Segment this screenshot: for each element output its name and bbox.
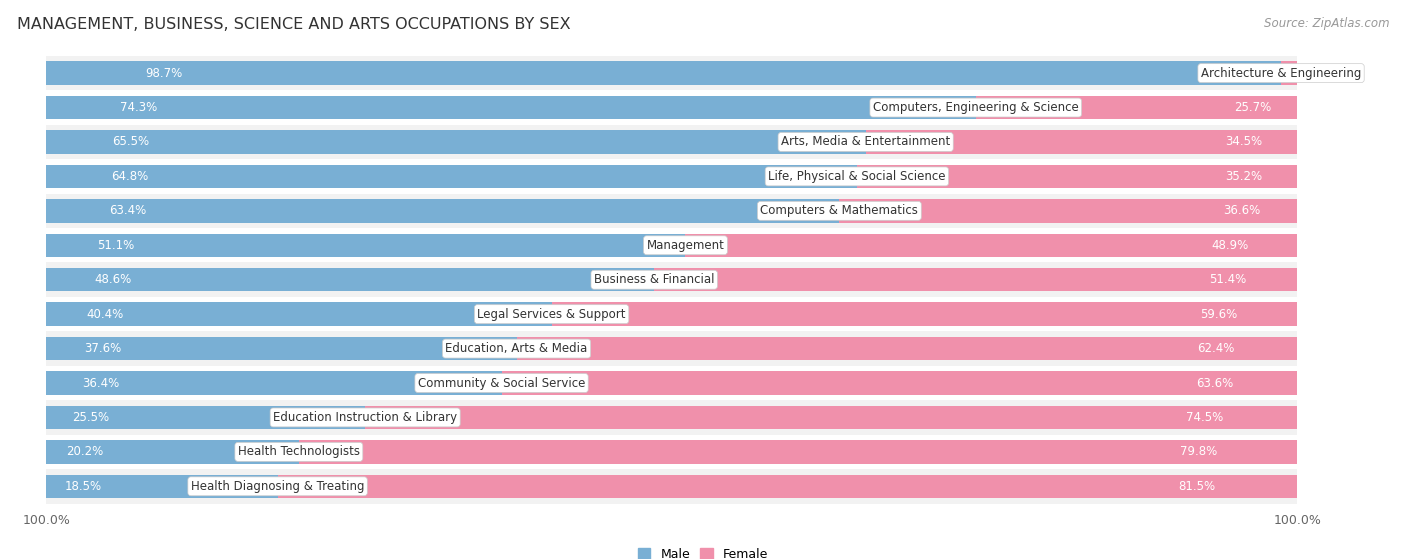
Bar [866, 130, 1298, 154]
Text: 74.5%: 74.5% [1185, 411, 1223, 424]
Text: 20.2%: 20.2% [66, 446, 104, 458]
Bar [46, 61, 1281, 85]
Text: Source: ZipAtlas.com: Source: ZipAtlas.com [1264, 17, 1389, 30]
Text: Education Instruction & Library: Education Instruction & Library [273, 411, 457, 424]
Bar [516, 337, 1298, 361]
Text: Health Diagnosing & Treating: Health Diagnosing & Treating [191, 480, 364, 493]
Bar [46, 400, 1298, 435]
Bar [46, 91, 1298, 125]
Text: 62.4%: 62.4% [1198, 342, 1234, 355]
Bar [46, 440, 299, 463]
Bar [654, 268, 1298, 291]
Bar [46, 159, 1298, 193]
Bar [46, 331, 1298, 366]
Bar [46, 337, 516, 361]
Bar [46, 199, 839, 222]
Text: Computers, Engineering & Science: Computers, Engineering & Science [873, 101, 1078, 114]
Bar [46, 125, 1298, 159]
Bar [277, 475, 1298, 498]
Bar [46, 193, 1298, 228]
Bar [46, 406, 366, 429]
Bar [46, 96, 976, 119]
Text: MANAGEMENT, BUSINESS, SCIENCE AND ARTS OCCUPATIONS BY SEX: MANAGEMENT, BUSINESS, SCIENCE AND ARTS O… [17, 17, 571, 32]
Text: Legal Services & Support: Legal Services & Support [478, 307, 626, 321]
Text: 79.8%: 79.8% [1180, 446, 1218, 458]
Text: 64.8%: 64.8% [111, 170, 148, 183]
Legend: Male, Female: Male, Female [638, 548, 768, 559]
Text: 51.1%: 51.1% [97, 239, 135, 252]
Text: 65.5%: 65.5% [111, 135, 149, 149]
Bar [46, 435, 1298, 469]
Text: 25.7%: 25.7% [1234, 101, 1271, 114]
Bar [1281, 61, 1298, 85]
Bar [46, 475, 277, 498]
Bar [46, 366, 1298, 400]
Bar [976, 96, 1298, 119]
Text: 36.4%: 36.4% [83, 377, 120, 390]
Text: 37.6%: 37.6% [84, 342, 121, 355]
Bar [686, 234, 1298, 257]
Text: 18.5%: 18.5% [65, 480, 101, 493]
Text: Health Technologists: Health Technologists [238, 446, 360, 458]
Bar [502, 371, 1298, 395]
Text: 48.9%: 48.9% [1211, 239, 1249, 252]
Bar [46, 371, 502, 395]
Text: 48.6%: 48.6% [94, 273, 132, 286]
Text: Computers & Mathematics: Computers & Mathematics [761, 205, 918, 217]
Text: 63.6%: 63.6% [1197, 377, 1233, 390]
Bar [46, 56, 1298, 91]
Bar [839, 199, 1298, 222]
Bar [46, 263, 1298, 297]
Text: Architecture & Engineering: Architecture & Engineering [1201, 67, 1361, 79]
Bar [46, 469, 1298, 504]
Text: 74.3%: 74.3% [121, 101, 157, 114]
Bar [46, 228, 1298, 263]
Text: Business & Financial: Business & Financial [593, 273, 714, 286]
Text: 63.4%: 63.4% [110, 205, 146, 217]
Bar [299, 440, 1298, 463]
Text: Management: Management [647, 239, 724, 252]
Text: 81.5%: 81.5% [1178, 480, 1216, 493]
Text: Community & Social Service: Community & Social Service [418, 377, 585, 390]
Text: 35.2%: 35.2% [1225, 170, 1263, 183]
Text: 34.5%: 34.5% [1226, 135, 1263, 149]
Bar [46, 165, 856, 188]
Text: 36.6%: 36.6% [1223, 205, 1261, 217]
Bar [46, 234, 686, 257]
Bar [551, 302, 1298, 326]
Text: 59.6%: 59.6% [1201, 307, 1237, 321]
Text: 51.4%: 51.4% [1209, 273, 1246, 286]
Text: Arts, Media & Entertainment: Arts, Media & Entertainment [780, 135, 950, 149]
Text: Education, Arts & Media: Education, Arts & Media [446, 342, 588, 355]
Bar [366, 406, 1298, 429]
Text: 25.5%: 25.5% [72, 411, 108, 424]
Bar [46, 297, 1298, 331]
Text: Life, Physical & Social Science: Life, Physical & Social Science [768, 170, 946, 183]
Bar [46, 268, 654, 291]
Text: 40.4%: 40.4% [87, 307, 124, 321]
Bar [856, 165, 1298, 188]
Text: 1.3%: 1.3% [1303, 67, 1333, 79]
Bar [46, 302, 551, 326]
Bar [46, 130, 866, 154]
Text: 98.7%: 98.7% [145, 67, 183, 79]
